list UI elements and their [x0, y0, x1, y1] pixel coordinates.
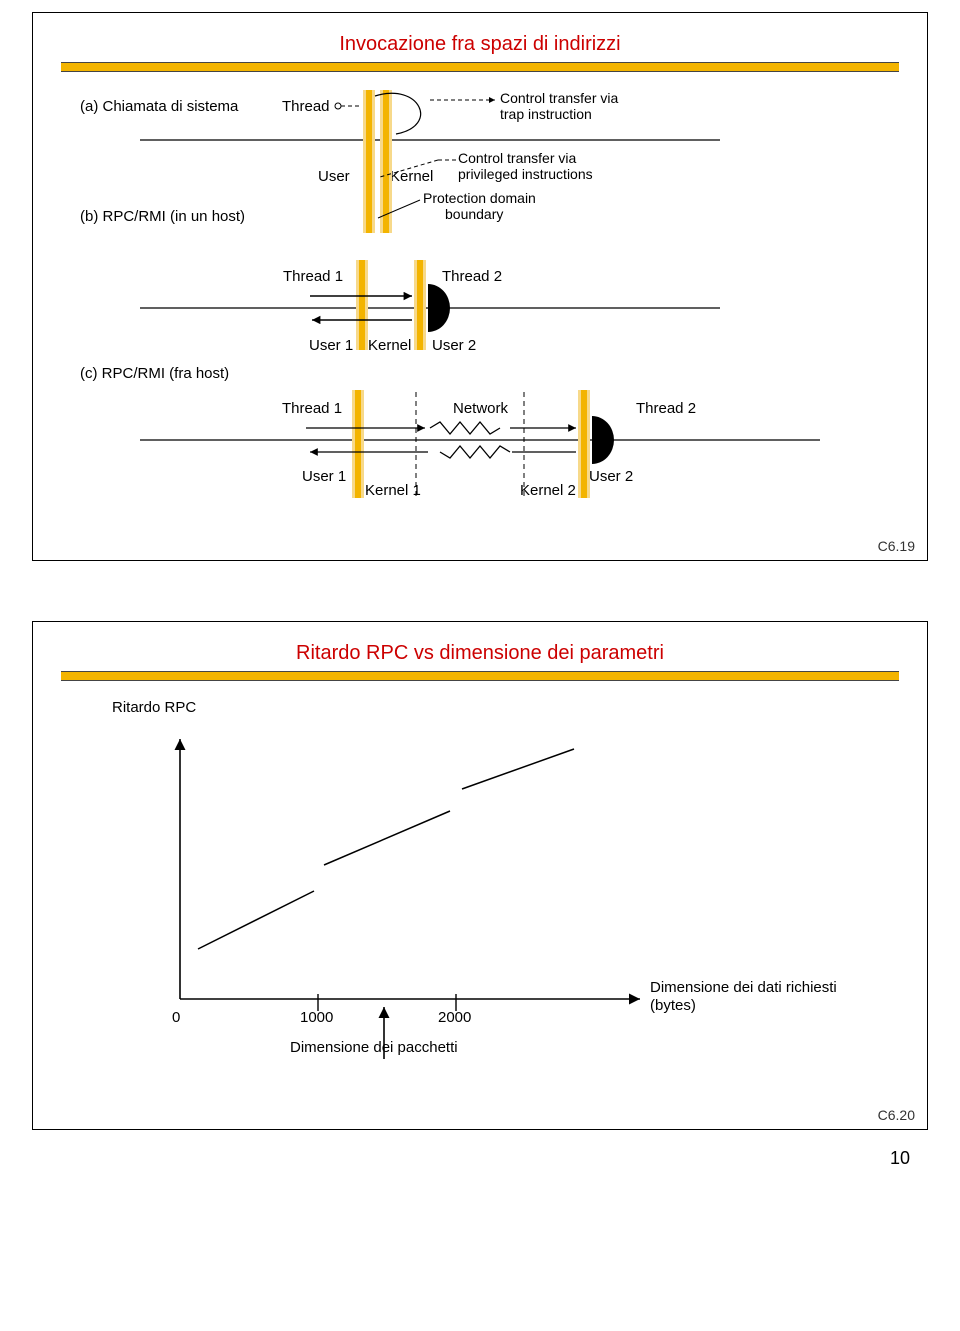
tick-1000: 1000 [300, 1009, 333, 1026]
slide-rpc-delay: Ritardo RPC vs dimensione dei parametri … [32, 621, 928, 1130]
diagram-svg [80, 90, 880, 510]
slide2-corner: C6.20 [878, 1107, 915, 1123]
slide2-title: Ritardo RPC vs dimensione dei parametri [61, 642, 899, 665]
title-underline-2 [61, 671, 899, 681]
slide1-title: Invocazione fra spazi di indirizzi [61, 33, 899, 56]
title-underline [61, 62, 899, 72]
slide1-corner: C6.19 [878, 538, 915, 554]
xlabel: Dimensione dei pacchetti [290, 1039, 458, 1056]
chart-rpc-delay: Ritardo RPC 0 1000 2000 Dimensione dei d… [90, 699, 870, 1079]
slide-invocation: Invocazione fra spazi di indirizzi (a) C… [32, 12, 928, 561]
rlabel-1: Dimensione dei dati richiesti [650, 979, 837, 996]
tick-0: 0 [172, 1009, 180, 1026]
tick-2000: 2000 [438, 1009, 471, 1026]
chart-svg [90, 699, 870, 1079]
diagram-invocation: (a) Chiamata di sistema Thread Control t… [80, 90, 880, 510]
page-number: 10 [0, 1148, 910, 1169]
rlabel-2: (bytes) [650, 997, 696, 1014]
